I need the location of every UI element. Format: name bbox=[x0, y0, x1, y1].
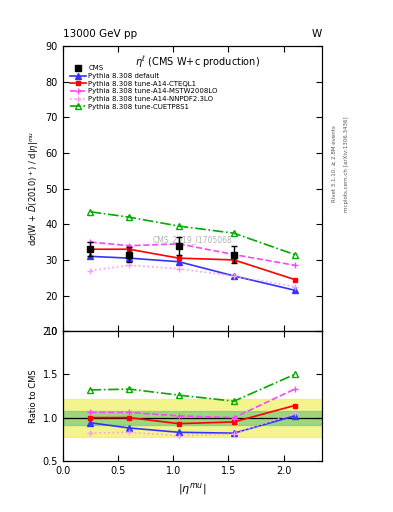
Line: Pythia 8.308 tune-CUETP8S1: Pythia 8.308 tune-CUETP8S1 bbox=[88, 209, 298, 258]
Text: W: W bbox=[312, 29, 322, 39]
Line: Pythia 8.308 tune-A14-MSTW2008LO: Pythia 8.308 tune-A14-MSTW2008LO bbox=[87, 239, 298, 269]
Text: mcplots.cern.ch [arXiv:1306.3436]: mcplots.cern.ch [arXiv:1306.3436] bbox=[344, 116, 349, 211]
Pythia 8.308 tune-A14-NNPDF2.3LO bbox=[292, 284, 297, 290]
Text: 13000 GeV pp: 13000 GeV pp bbox=[63, 29, 137, 39]
Text: CMS_2019_I1705068: CMS_2019_I1705068 bbox=[153, 236, 232, 244]
X-axis label: $|\eta^{mu}|$: $|\eta^{mu}|$ bbox=[178, 481, 207, 497]
Pythia 8.308 default bbox=[231, 273, 236, 279]
Pythia 8.308 default bbox=[127, 255, 132, 261]
Text: $\eta^\ell$ (CMS W+c production): $\eta^\ell$ (CMS W+c production) bbox=[135, 55, 260, 71]
Pythia 8.308 tune-CUETP8S1 bbox=[176, 223, 181, 229]
Pythia 8.308 tune-A14-CTEQL1 bbox=[176, 255, 181, 261]
Pythia 8.308 tune-CUETP8S1 bbox=[231, 230, 236, 236]
Bar bbox=[63, 411, 322, 424]
Pythia 8.308 tune-A14-NNPDF2.3LO bbox=[231, 273, 236, 279]
Pythia 8.308 default bbox=[176, 259, 181, 265]
Y-axis label: Ratio to CMS: Ratio to CMS bbox=[29, 369, 39, 423]
Pythia 8.308 tune-A14-MSTW2008LO bbox=[231, 251, 236, 258]
Pythia 8.308 tune-A14-MSTW2008LO bbox=[127, 243, 132, 249]
Pythia 8.308 tune-A14-NNPDF2.3LO bbox=[127, 262, 132, 268]
Text: Rivet 3.1.10, ≥ 2.8M events: Rivet 3.1.10, ≥ 2.8M events bbox=[332, 125, 337, 202]
Pythia 8.308 tune-A14-MSTW2008LO bbox=[292, 262, 297, 268]
Pythia 8.308 tune-CUETP8S1 bbox=[292, 251, 297, 258]
Pythia 8.308 tune-A14-CTEQL1 bbox=[88, 246, 93, 252]
Pythia 8.308 tune-CUETP8S1 bbox=[88, 209, 93, 215]
Y-axis label: d$\sigma$(W + $\bar{D}$(2010)$^+$) / d|$\eta$|$^{mu}$: d$\sigma$(W + $\bar{D}$(2010)$^+$) / d|$… bbox=[27, 131, 42, 246]
Pythia 8.308 default bbox=[292, 287, 297, 293]
Pythia 8.308 tune-A14-CTEQL1 bbox=[231, 257, 236, 263]
Pythia 8.308 tune-A14-CTEQL1 bbox=[292, 276, 297, 283]
Line: Pythia 8.308 tune-A14-CTEQL1: Pythia 8.308 tune-A14-CTEQL1 bbox=[88, 247, 297, 282]
Pythia 8.308 tune-A14-NNPDF2.3LO bbox=[176, 266, 181, 272]
Pythia 8.308 tune-A14-MSTW2008LO bbox=[88, 239, 93, 245]
Legend: CMS, Pythia 8.308 default, Pythia 8.308 tune-A14-CTEQL1, Pythia 8.308 tune-A14-M: CMS, Pythia 8.308 default, Pythia 8.308 … bbox=[69, 64, 219, 111]
Pythia 8.308 tune-A14-NNPDF2.3LO bbox=[88, 268, 93, 274]
Line: Pythia 8.308 default: Pythia 8.308 default bbox=[88, 253, 298, 293]
Pythia 8.308 tune-CUETP8S1 bbox=[127, 214, 132, 220]
Pythia 8.308 default bbox=[88, 253, 93, 260]
Pythia 8.308 tune-A14-CTEQL1 bbox=[127, 246, 132, 252]
Pythia 8.308 tune-A14-MSTW2008LO bbox=[176, 241, 181, 247]
Line: Pythia 8.308 tune-A14-NNPDF2.3LO: Pythia 8.308 tune-A14-NNPDF2.3LO bbox=[87, 262, 298, 290]
Bar bbox=[63, 398, 322, 437]
